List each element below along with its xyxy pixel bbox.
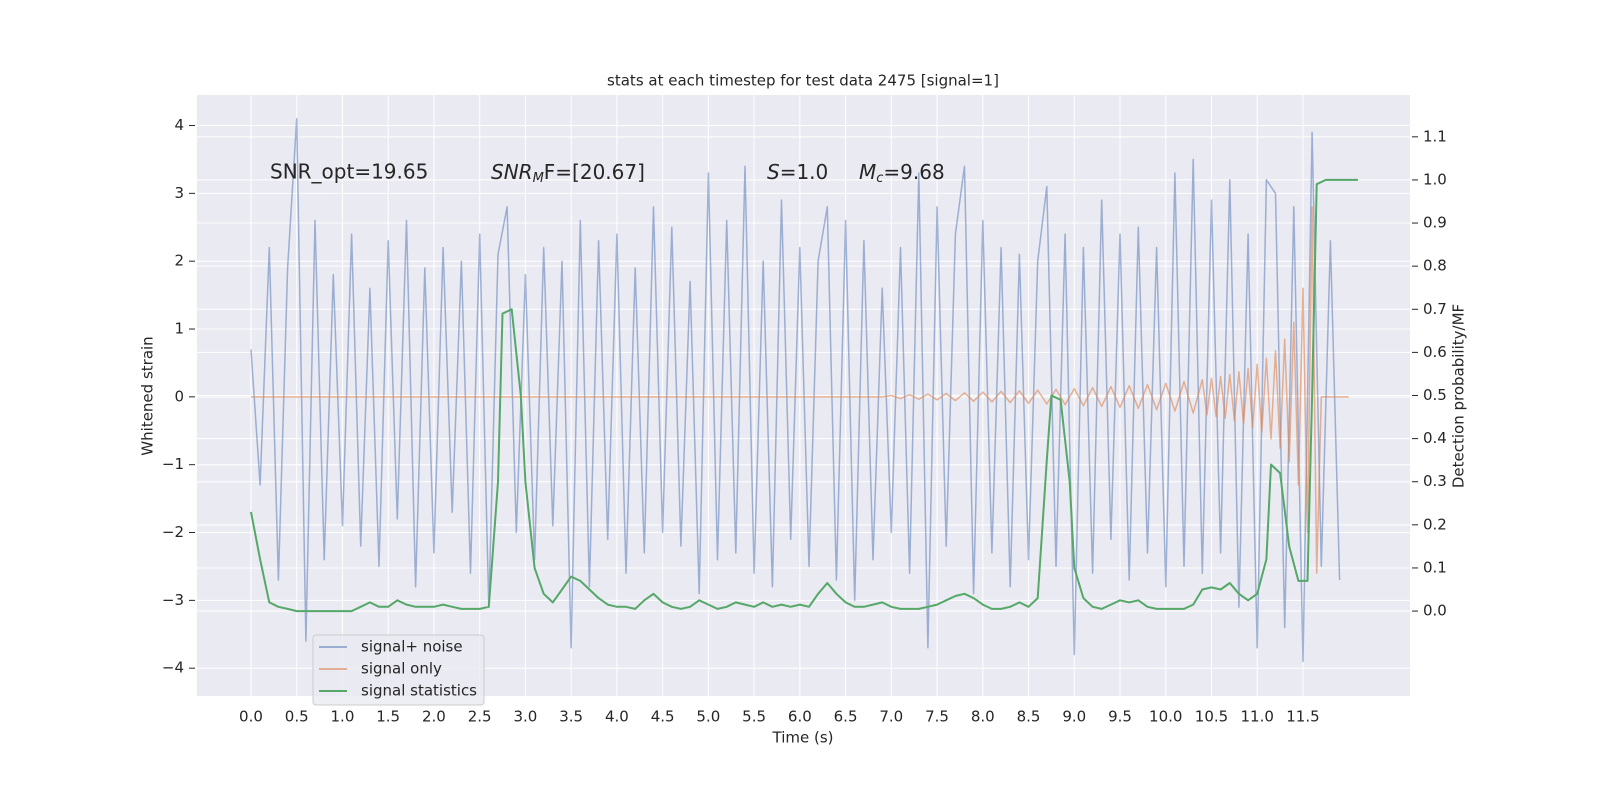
series-line <box>250 178 1358 613</box>
x-tick-label: 2.5 <box>468 708 492 726</box>
x-tick-label: 10.0 <box>1149 708 1182 726</box>
y-tick-label: −4 <box>162 659 184 677</box>
legend-label: signal+ noise <box>361 638 463 656</box>
series-line <box>250 117 1341 663</box>
x-tick-label: 3.5 <box>559 708 583 726</box>
y-tick-label: 2 <box>174 252 184 270</box>
x-tick-label: 9.0 <box>1062 708 1086 726</box>
y2-tick-label: 1.0 <box>1423 170 1447 188</box>
x-tick-label: 10.5 <box>1195 708 1228 726</box>
annotation-part: SNR <box>491 160 533 184</box>
x-tick-label: 3.0 <box>513 708 537 726</box>
x-tick-label: 7.5 <box>925 708 949 726</box>
y-tick-label: 0 <box>174 387 184 405</box>
y-tick-label: 4 <box>174 116 184 134</box>
y-tick-label: 3 <box>174 184 184 202</box>
x-tick-label: 0.5 <box>285 708 309 726</box>
annotation: SNR_opt=19.65 <box>270 160 428 184</box>
y2-tick-label: 0.6 <box>1423 343 1447 361</box>
annotation: SNRMF=[20.67] <box>491 160 645 186</box>
annotation-part: M <box>533 171 544 186</box>
y-tick-label: 1 <box>174 320 184 338</box>
annotation-part: c <box>876 171 883 186</box>
y-tick-label: −2 <box>162 523 184 541</box>
x-axis-label: Time (s) <box>772 729 834 747</box>
annotation-part: F=[20.67] <box>544 160 645 184</box>
y-tick-label: −3 <box>162 591 184 609</box>
x-tick-label: 1.5 <box>376 708 400 726</box>
x-tick-label: 11.0 <box>1241 708 1274 726</box>
x-tick-label: 11.5 <box>1286 708 1319 726</box>
annotation-part: =9.68 <box>883 160 944 184</box>
y2-tick-label: 0.7 <box>1423 300 1447 318</box>
y2-axis-label: Detection probability/MF <box>1450 304 1468 488</box>
x-tick-label: 7.0 <box>879 708 903 726</box>
y2-tick-label: 0.0 <box>1423 602 1447 620</box>
y2-tick-label: 1.1 <box>1423 127 1447 145</box>
annotation: S=1.0 <box>767 160 828 184</box>
x-tick-label: 8.0 <box>971 708 995 726</box>
y2-tick-label: 0.9 <box>1423 214 1447 232</box>
y2-tick-label: 0.5 <box>1423 386 1447 404</box>
y2-tick-label: 0.4 <box>1423 429 1447 447</box>
chart-title: stats at each timestep for test data 247… <box>607 72 999 90</box>
y-axis-label: Whitened strain <box>139 336 157 455</box>
x-tick-label: 4.0 <box>605 708 629 726</box>
y2-tick-label: 0.8 <box>1423 257 1447 275</box>
annotation-part: =1.0 <box>780 160 829 184</box>
x-tick-label: 5.5 <box>742 708 766 726</box>
y2-tick-label: 0.3 <box>1423 472 1447 490</box>
y2-tick-label: 0.1 <box>1423 558 1447 576</box>
legend-box <box>312 634 485 706</box>
x-tick-label: 2.0 <box>422 708 446 726</box>
x-tick-label: 8.5 <box>1017 708 1041 726</box>
legend-label: signal statistics <box>361 682 477 700</box>
x-tick-label: 4.5 <box>651 708 675 726</box>
legend-label: signal only <box>361 660 442 678</box>
y-tick-label: −1 <box>162 455 184 473</box>
x-tick-label: 1.0 <box>331 708 355 726</box>
x-tick-label: 0.0 <box>239 708 263 726</box>
annotation-part: M <box>859 160 876 184</box>
x-tick-label: 6.5 <box>834 708 858 726</box>
series-line <box>251 206 1349 574</box>
y2-tick-label: 0.2 <box>1423 515 1447 533</box>
x-tick-label: 5.0 <box>696 708 720 726</box>
x-tick-label: 6.0 <box>788 708 812 726</box>
x-tick-label: 9.5 <box>1108 708 1132 726</box>
annotation-part: S <box>767 160 780 184</box>
annotation: Mc=9.68 <box>859 160 945 186</box>
